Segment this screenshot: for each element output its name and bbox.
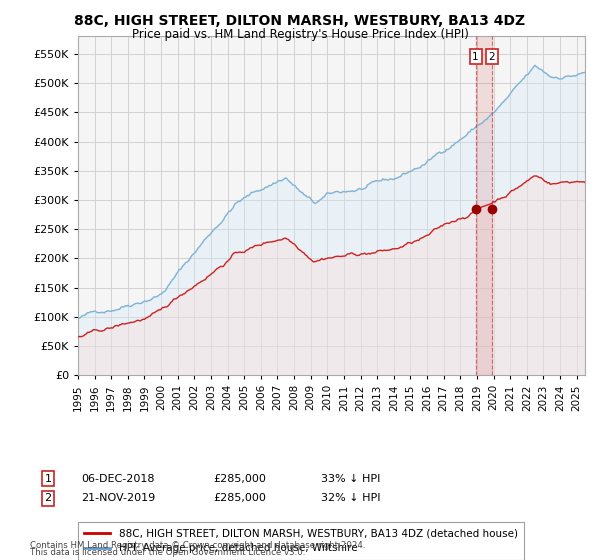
Text: Price paid vs. HM Land Registry's House Price Index (HPI): Price paid vs. HM Land Registry's House … [131, 28, 469, 41]
Text: 21-NOV-2019: 21-NOV-2019 [81, 493, 155, 503]
Text: 2: 2 [44, 493, 52, 503]
Legend: 88C, HIGH STREET, DILTON MARSH, WESTBURY, BA13 4DZ (detached house), HPI: Averag: 88C, HIGH STREET, DILTON MARSH, WESTBURY… [78, 522, 524, 559]
Text: 88C, HIGH STREET, DILTON MARSH, WESTBURY, BA13 4DZ: 88C, HIGH STREET, DILTON MARSH, WESTBURY… [74, 14, 526, 28]
Text: Contains HM Land Registry data © Crown copyright and database right 2024.: Contains HM Land Registry data © Crown c… [30, 541, 365, 550]
Text: 1: 1 [472, 52, 479, 62]
Bar [476, 36, 492, 375]
Text: £285,000: £285,000 [213, 474, 266, 484]
Text: £285,000: £285,000 [213, 493, 266, 503]
Text: This data is licensed under the Open Government Licence v3.0.: This data is licensed under the Open Gov… [30, 548, 305, 557]
Text: 2: 2 [488, 52, 495, 62]
Text: 1: 1 [44, 474, 52, 484]
Text: 06-DEC-2018: 06-DEC-2018 [81, 474, 155, 484]
Text: 32% ↓ HPI: 32% ↓ HPI [321, 493, 380, 503]
Text: 33% ↓ HPI: 33% ↓ HPI [321, 474, 380, 484]
